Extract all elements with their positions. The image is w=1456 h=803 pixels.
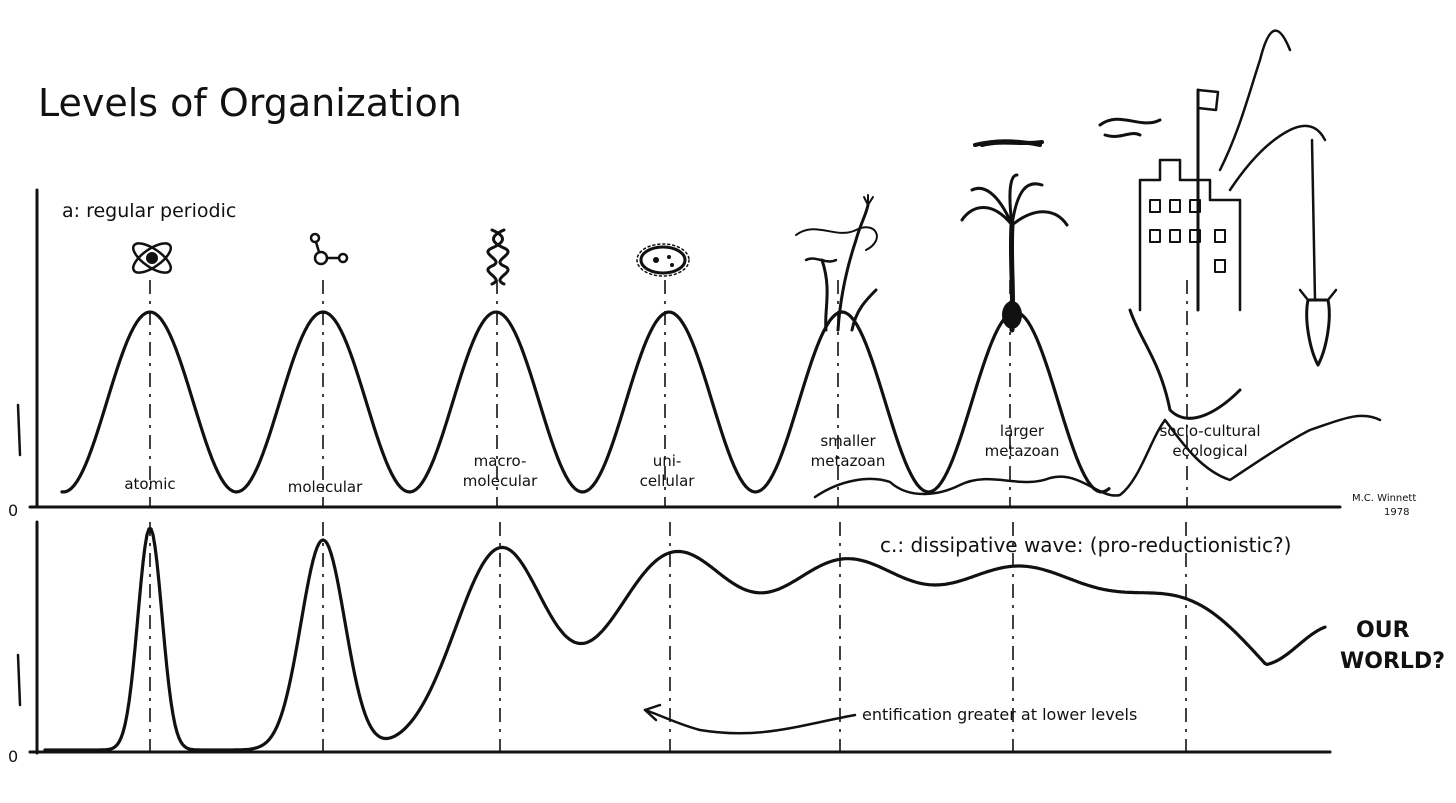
our-world-label-line1: OUR bbox=[1356, 618, 1410, 643]
annotation-arrow bbox=[643, 708, 857, 735]
panel-a-tick-mark bbox=[16, 403, 22, 457]
level-label-5-line0: larger bbox=[1000, 422, 1045, 440]
artist-signature: M.C. Winnett 1978 bbox=[1352, 493, 1416, 518]
panel-c-tick-mark bbox=[16, 653, 22, 707]
entification-annotation: entification greater at lower levels bbox=[862, 705, 1137, 724]
level-label-2-line0: macro- bbox=[474, 452, 527, 470]
molecule-icon bbox=[309, 232, 349, 266]
atom-icon bbox=[132, 242, 172, 274]
ground-sketch bbox=[813, 414, 1382, 499]
seaweed-icon bbox=[795, 194, 878, 332]
level-label-2-line1: molecular bbox=[463, 472, 538, 490]
cell-icon bbox=[636, 243, 690, 277]
regular-periodic-curve bbox=[60, 310, 1111, 494]
panel-c: 0 c.: dissipative wave: (pro-reductionis… bbox=[8, 520, 1445, 766]
signature-year: 1978 bbox=[1384, 507, 1409, 518]
city-icon bbox=[1098, 29, 1327, 420]
panel-a-level-labels: atomic molecular macro-molecular uni-cellul… bbox=[124, 422, 1260, 496]
helix-icon bbox=[486, 228, 510, 286]
diagram-title: Levels of Organization bbox=[38, 81, 462, 125]
signature-name: M.C. Winnett bbox=[1352, 493, 1416, 504]
bird-icon bbox=[973, 139, 1042, 147]
panel-a-label: a: regular periodic bbox=[62, 200, 236, 222]
level-label-5-line1: metazoan bbox=[985, 442, 1060, 460]
palm-tree-icon bbox=[960, 140, 1069, 333]
panel-c-label: c.: dissipative wave: (pro-reductionisti… bbox=[880, 533, 1291, 557]
level-label-6-line1: ecological bbox=[1172, 442, 1247, 460]
our-world-label-line2: WORLD? bbox=[1340, 649, 1445, 674]
rocket-icon bbox=[1298, 138, 1338, 367]
level-label-0-line0: atomic bbox=[124, 475, 175, 493]
panel-c-zero-label: 0 bbox=[8, 747, 18, 766]
panel-a: 0 a: regular periodic atomic molecular mac… bbox=[8, 29, 1416, 520]
dissipative-wave-curve bbox=[43, 527, 1327, 752]
level-label-4-line0: smaller bbox=[820, 432, 876, 450]
level-label-3-line1: cellular bbox=[640, 472, 696, 490]
level-label-6-line0: socio-cultural bbox=[1159, 422, 1260, 440]
panel-c-peak-guides bbox=[149, 522, 1187, 752]
level-label-4-line1: metazoan bbox=[811, 452, 886, 470]
panel-a-zero-label: 0 bbox=[8, 501, 18, 520]
level-label-1-line0: molecular bbox=[288, 478, 363, 496]
annotation-arrowhead bbox=[643, 703, 662, 722]
level-label-3-line0: uni- bbox=[653, 452, 682, 470]
